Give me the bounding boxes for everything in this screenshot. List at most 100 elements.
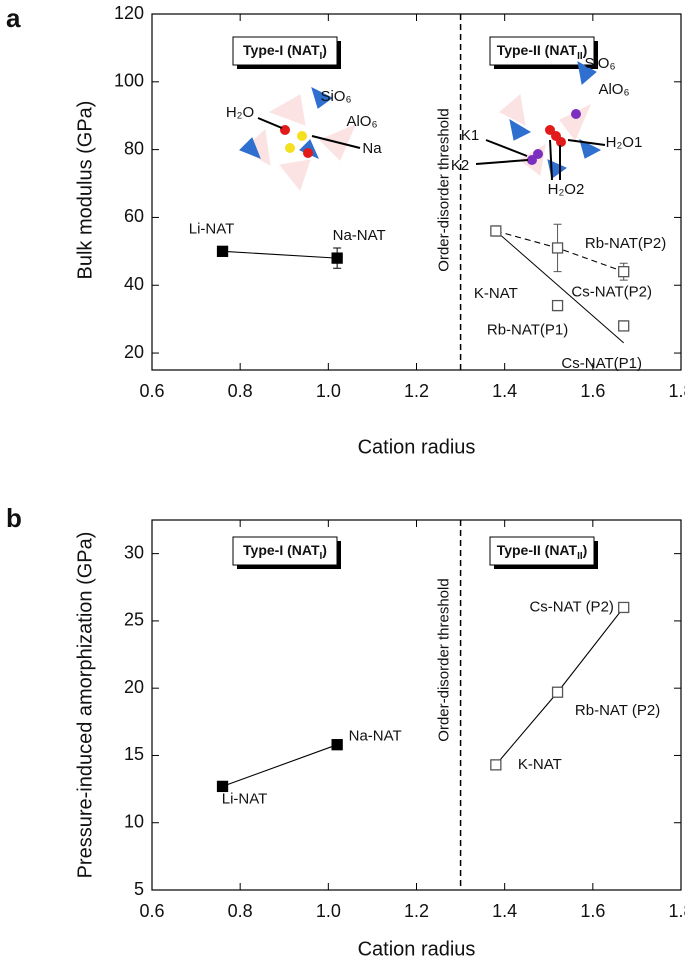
fit-line — [495, 230, 625, 344]
panel-letter: a — [6, 3, 21, 33]
region-title-main: Type-I (NAT — [243, 42, 320, 58]
x-tick-label: 1.6 — [580, 901, 605, 921]
point-label: Na-NAT — [349, 728, 402, 745]
x-tick-label: 1.8 — [668, 381, 685, 401]
inset-atom — [297, 131, 307, 141]
region-title-close: ) — [583, 542, 588, 558]
inset-arrow — [567, 139, 606, 146]
point-label: Rb-NAT (P2) — [575, 702, 660, 719]
y-axis-label: Pressure-induced amorphization (GPa) — [74, 532, 96, 879]
region-box — [232, 36, 338, 66]
data-point — [618, 320, 630, 332]
region-box — [489, 36, 595, 66]
region-title-main: Type-II (NAT — [497, 42, 578, 58]
data-point — [551, 242, 564, 254]
framework-alo6 — [242, 128, 271, 166]
x-tick-label: 1.4 — [492, 901, 517, 921]
inset-atom — [571, 109, 581, 119]
panel-letter: b — [6, 503, 22, 533]
region-box — [489, 536, 595, 566]
inset-arrow — [475, 159, 529, 165]
inset-label: AlO₆ — [346, 113, 377, 130]
inset-label: Na — [362, 140, 382, 157]
point-label: Cs-NAT(P2) — [571, 284, 652, 301]
x-tick-label: 1.0 — [316, 901, 341, 921]
region-title-close: ) — [322, 542, 327, 558]
x-tick-label: 1.8 — [668, 901, 685, 921]
data-point — [618, 266, 630, 278]
x-tick-label: 0.6 — [139, 901, 164, 921]
x-tick-label: 1.6 — [580, 381, 605, 401]
point-label: Rb-NAT(P1) — [487, 322, 568, 339]
data-point — [551, 686, 564, 698]
data-point — [551, 299, 564, 312]
x-tick-label: 1.2 — [404, 901, 429, 921]
data-point — [216, 245, 229, 257]
x-tick-label: 1.4 — [492, 381, 517, 401]
region-title-sub: I — [320, 51, 323, 62]
y-tick-label: 20 — [124, 677, 144, 697]
region-title-sub: II — [577, 51, 583, 62]
framework-alo6 — [268, 94, 306, 126]
inset-atom — [280, 125, 290, 135]
point-label: Li-NAT — [189, 220, 235, 237]
point-label: Na-NAT — [333, 227, 386, 244]
inset-atom — [533, 149, 543, 159]
y-tick-label: 120 — [114, 3, 144, 23]
y-axis-label: Bulk modulus (GPa) — [74, 101, 96, 280]
point-label: Li-NAT — [222, 790, 268, 807]
inset-label: AlO₆ — [598, 81, 629, 98]
inset-arrow — [257, 117, 283, 129]
region-title: Type-I (NATI) — [243, 542, 327, 562]
x-tick-label: 0.8 — [228, 901, 253, 921]
inset-label: H₂O2 — [548, 181, 585, 198]
point-label: K-NAT — [474, 285, 518, 302]
series-line — [495, 607, 625, 766]
x-tick-label: 0.6 — [139, 381, 164, 401]
data-point — [490, 759, 502, 771]
framework-alo6 — [279, 159, 311, 192]
y-tick-label: 25 — [124, 610, 144, 630]
inset-arrow — [311, 135, 361, 149]
region-title: Type-II (NATII) — [497, 542, 588, 562]
inset-label: SiO₆ — [320, 88, 351, 105]
data-point — [216, 780, 229, 793]
inset-atom — [285, 143, 295, 153]
region-title: Type-II (NATII) — [497, 42, 588, 62]
point-label: Cs-NAT (P2) — [529, 598, 613, 615]
data-point — [618, 601, 630, 614]
inset-label: SiO₆ — [584, 55, 615, 72]
framework-sio6 — [509, 118, 532, 141]
inset-atom — [556, 137, 566, 147]
framework-alo6 — [499, 94, 526, 126]
data-point — [490, 225, 502, 237]
y-tick-label: 10 — [124, 811, 144, 831]
region-title: Type-I (NATI) — [243, 42, 327, 62]
y-tick-label: 60 — [124, 206, 144, 226]
threshold-label: Order-disorder threshold — [436, 578, 453, 741]
x-tick-label: 1.0 — [316, 381, 341, 401]
framework-sio6 — [239, 137, 261, 159]
region-box — [232, 536, 338, 566]
y-tick-label: 20 — [124, 342, 144, 362]
region-title-close: ) — [322, 42, 327, 58]
data-point — [331, 252, 343, 264]
region-title-main: Type-I (NAT — [243, 542, 320, 558]
region-title-main: Type-II (NAT — [497, 542, 578, 558]
y-tick-label: 100 — [114, 71, 144, 91]
inset-label: H₂O — [226, 104, 254, 121]
inset-arrow — [485, 139, 528, 157]
point-label: K-NAT — [518, 756, 562, 773]
point-label: Cs-NAT(P1) — [561, 355, 642, 372]
inset-label: K2 — [451, 157, 469, 174]
series-line — [222, 744, 338, 787]
framework-sio6 — [579, 139, 602, 159]
y-tick-label: 5 — [134, 879, 144, 899]
threshold-label: Order-disorder threshold — [436, 108, 453, 271]
framework-sio6 — [311, 87, 333, 109]
region-title-sub: I — [320, 551, 323, 562]
x-tick-label: 1.2 — [404, 381, 429, 401]
inset-atom — [303, 148, 313, 158]
